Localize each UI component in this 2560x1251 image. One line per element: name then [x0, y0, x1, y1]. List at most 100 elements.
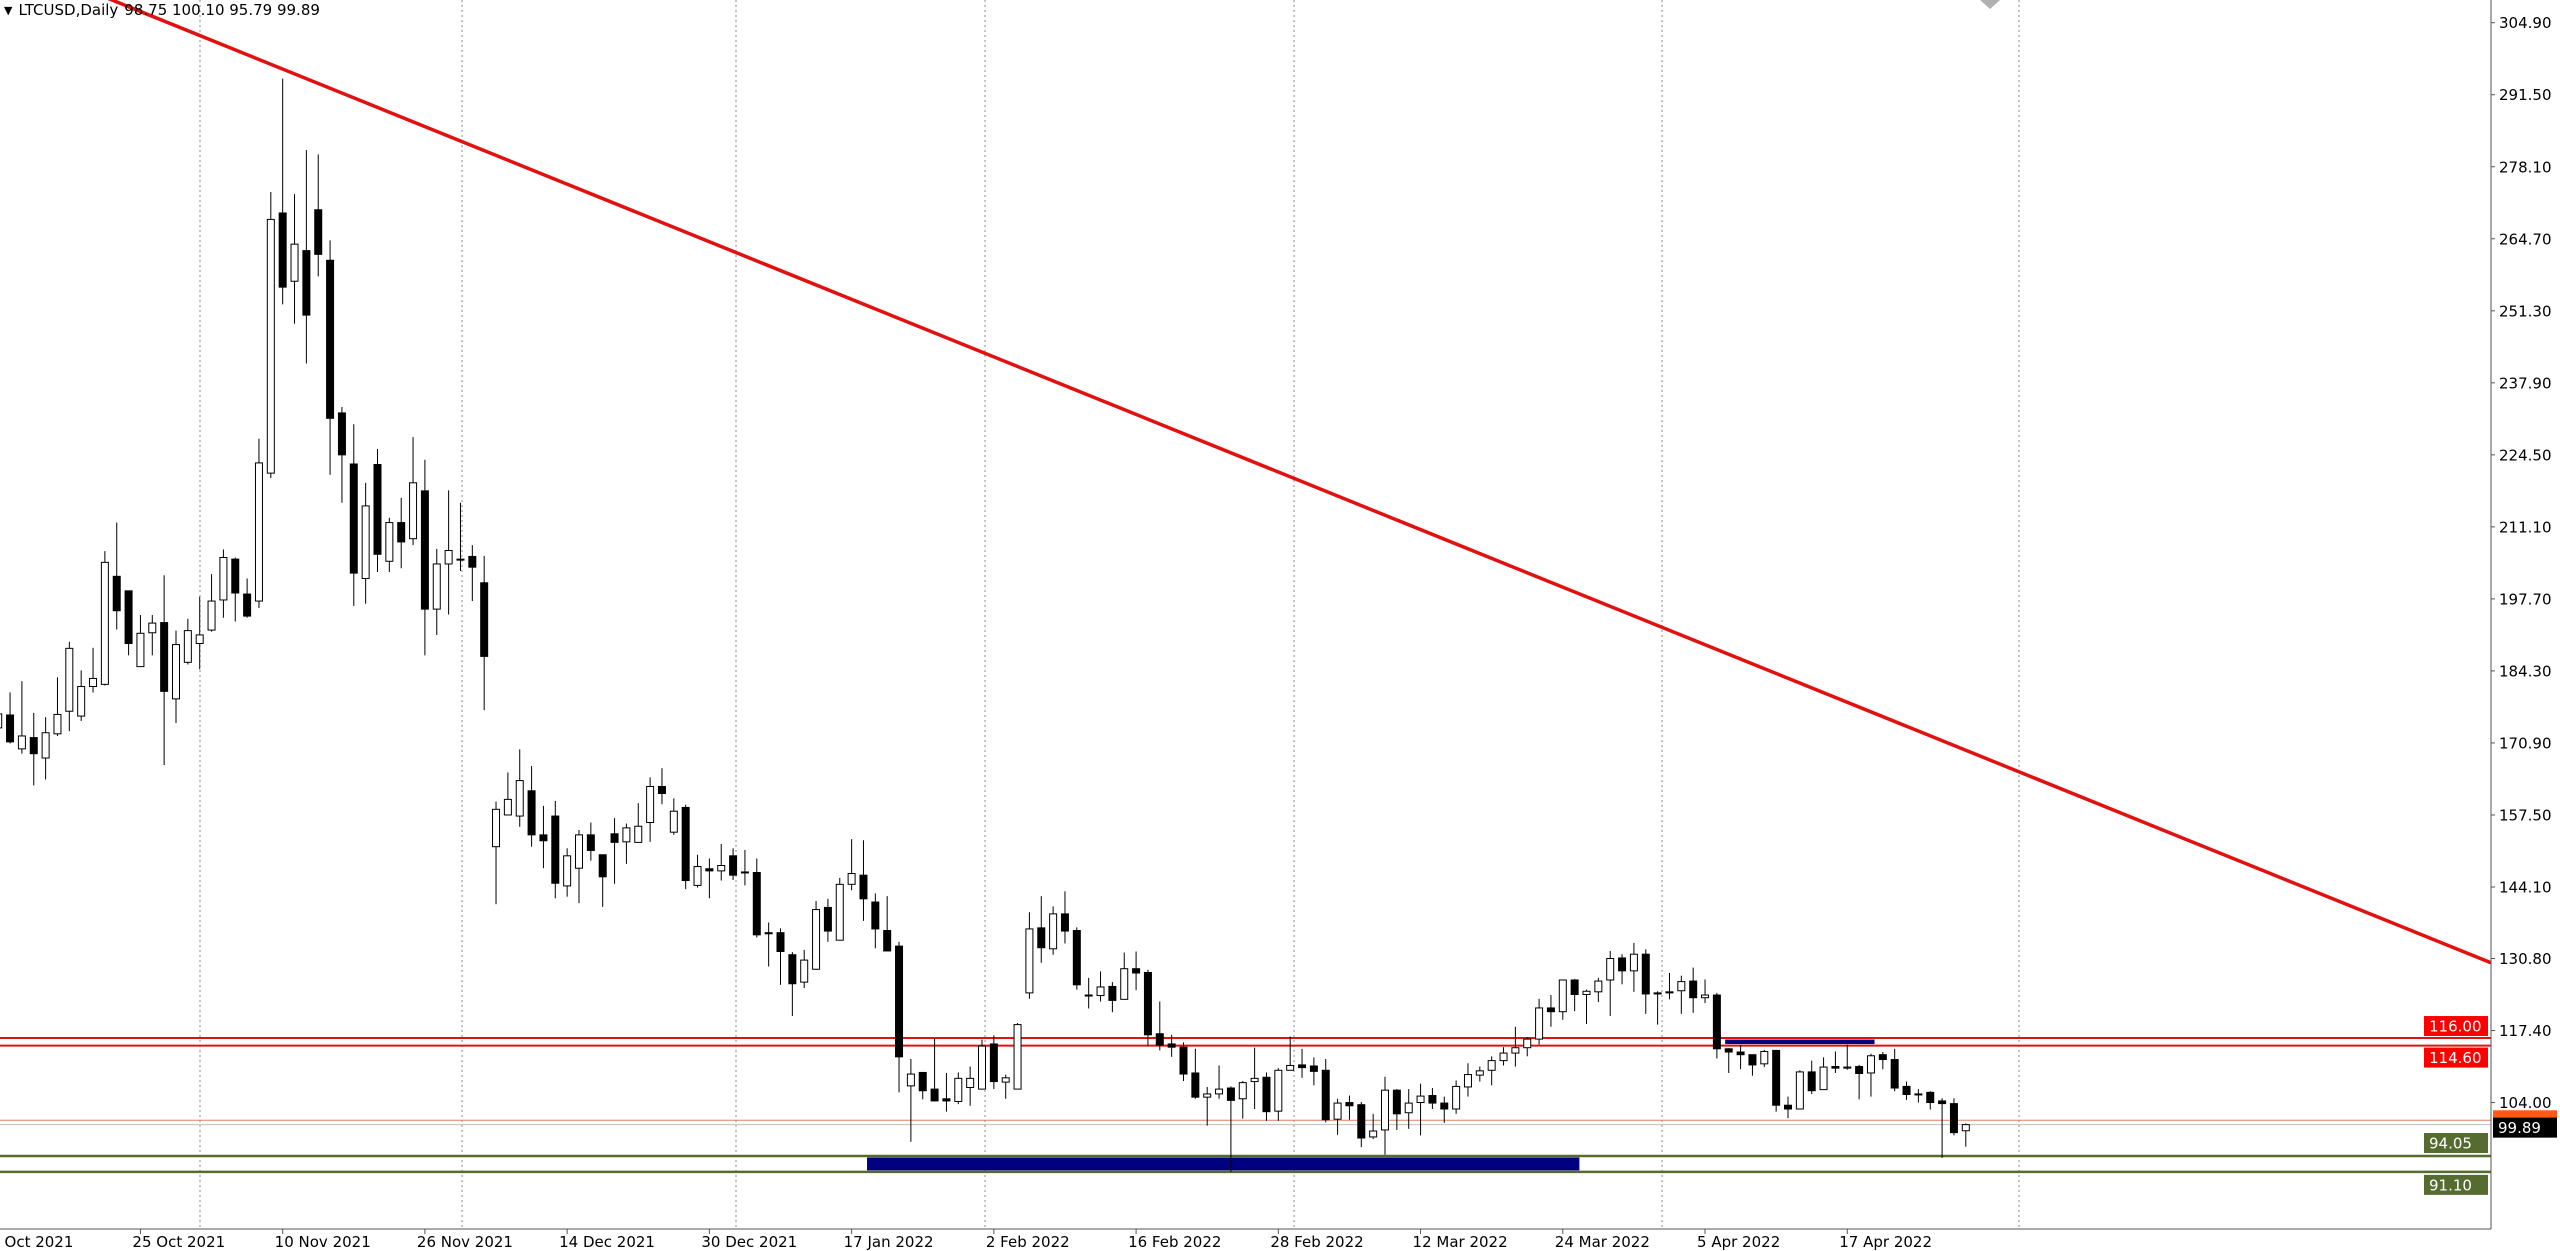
price-level-labels: 116.00 114.60 99.89 94.05 91.10 [2424, 1016, 2557, 1195]
candle [1120, 952, 1129, 1000]
candle [503, 772, 512, 816]
resistance-lower-label: 114.60 [2429, 1049, 2482, 1067]
candle-body-bearish [1262, 1076, 1271, 1113]
candle [942, 1072, 951, 1112]
candle-body-bearish [1570, 979, 1579, 995]
candle-body-bullish [89, 677, 98, 688]
candle-body-bullish [1677, 981, 1686, 992]
candle-body-bullish [1701, 994, 1710, 999]
candle [53, 677, 62, 736]
time-tick-label: 7 Oct 2021 [0, 1233, 73, 1251]
zone-rectangle[interactable] [867, 1157, 1580, 1171]
candle [1712, 992, 1721, 1059]
candle-body-bullish [966, 1077, 975, 1088]
candle [1641, 949, 1650, 1014]
candle [468, 545, 477, 602]
price-tick-label: 170.90 [2499, 734, 2552, 752]
candle [326, 240, 335, 475]
candle [989, 1035, 998, 1090]
candle [1689, 967, 1698, 1013]
candle [1487, 1056, 1496, 1086]
candle-body-bullish [503, 798, 512, 816]
trendline-group[interactable] [87, 0, 2492, 965]
candle-body-bearish [1689, 980, 1698, 999]
candle [729, 848, 738, 881]
candle-body-bullish [906, 1073, 915, 1087]
candle-body-bearish [1855, 1066, 1864, 1075]
candle [1736, 1045, 1745, 1070]
candle-body-bearish [29, 737, 38, 755]
candle-body-bearish [895, 945, 904, 1058]
candle-body-bearish [1890, 1059, 1899, 1089]
candle [1440, 1096, 1449, 1123]
candle [1013, 1022, 1022, 1090]
candle [1084, 977, 1093, 1009]
candle [1345, 1095, 1354, 1120]
candle-body-bullish [1558, 979, 1567, 1013]
candle-body-bullish [1452, 1085, 1461, 1110]
candle-body-bullish [0, 713, 3, 729]
candle-body-bearish [314, 209, 323, 255]
trendline[interactable] [87, 0, 2492, 965]
candle-body-bearish [539, 834, 548, 842]
candle-body-bearish [1132, 968, 1141, 974]
candle-body-bullish [812, 909, 821, 970]
candle-body-bearish [1392, 1089, 1401, 1115]
candle-body-bearish [1926, 1091, 1935, 1104]
candle-body-bullish [100, 561, 109, 685]
candle-body-bullish [1381, 1089, 1390, 1131]
candle-body-bearish [1298, 1064, 1307, 1069]
candle [1333, 1098, 1342, 1135]
candle-body-bullish [847, 873, 856, 885]
candle [1404, 1089, 1413, 1129]
candle [883, 896, 892, 952]
candle [1938, 1098, 1947, 1158]
candle-body-bearish [1309, 1065, 1318, 1072]
triangle-down-icon[interactable]: ▼ [4, 3, 13, 17]
candles [0, 78, 1970, 1172]
candle-body-bullish [492, 808, 501, 848]
candle-body-bullish [385, 522, 394, 562]
candle-body-bullish [290, 243, 299, 282]
symbol-timeframe: LTCUSD,Daily [18, 1, 119, 19]
candle-body-bearish [1784, 1104, 1793, 1110]
candle [1096, 971, 1105, 1002]
candle-body-bullish [1961, 1124, 1970, 1132]
candle [1321, 1059, 1330, 1123]
candle [1428, 1088, 1437, 1109]
candle-body-bullish [432, 563, 441, 610]
candle [1546, 995, 1555, 1027]
shift-marker-icon[interactable] [1980, 0, 2000, 9]
candle-body-bearish [610, 833, 619, 843]
candle [1381, 1076, 1390, 1155]
candle [1143, 969, 1152, 1047]
zone-rectangle[interactable] [1725, 1039, 1875, 1045]
candle [1653, 991, 1662, 1025]
candle [373, 448, 382, 573]
candle [148, 615, 157, 656]
horizontal-levels[interactable] [0, 1037, 2491, 1174]
candle [574, 830, 583, 904]
price-tick-label: 130.80 [2499, 950, 2552, 968]
candle [1582, 989, 1591, 1025]
candle-body-bearish [598, 854, 607, 878]
candle-body-bullish [219, 557, 228, 601]
axes [0, 0, 2492, 1230]
candle-body-bearish [1665, 991, 1674, 994]
candle [1511, 1026, 1520, 1067]
candle [740, 849, 749, 886]
candle [456, 502, 465, 571]
candle [812, 900, 821, 970]
candle [1416, 1083, 1425, 1136]
time-scale[interactable]: 7 Oct 2021 25 Oct 2021 10 Nov 2021 26 Nov 2… [0, 1229, 1932, 1251]
price-scale[interactable]: 304.90 291.50 278.10 264.70 251.30 237.90 224.… [2491, 14, 2552, 1112]
time-tick-label: 10 Nov 2021 [275, 1233, 371, 1251]
candle [693, 854, 702, 888]
candle-body-bearish [1357, 1104, 1366, 1139]
candle [1784, 1096, 1793, 1119]
candle-body-bearish [349, 463, 358, 574]
candle-body-bearish [1902, 1085, 1911, 1095]
candle-body-bearish [302, 250, 311, 316]
candle [112, 522, 121, 630]
